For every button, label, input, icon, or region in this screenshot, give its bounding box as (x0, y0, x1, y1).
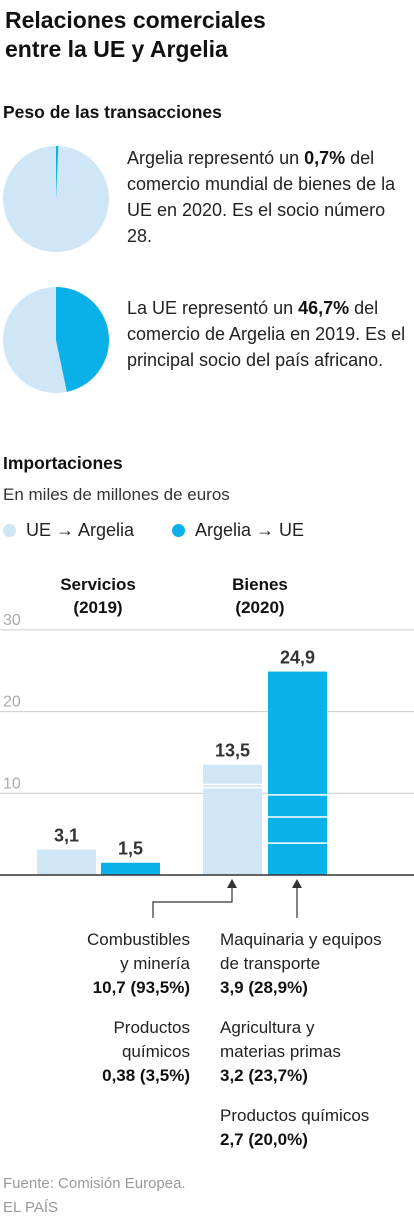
data-label-bienes-argelia-ue: 24,9 (280, 648, 315, 668)
footer: Fuente: Comisión Europea. EL PAÍS (3, 1172, 186, 1220)
data-label-servicios-argelia-ue: 1,5 (118, 839, 143, 859)
note-combustibles-line2: y minería (120, 954, 190, 973)
pie1-text-pre: Argelia representó un (127, 148, 305, 168)
pie1-share-slice (56, 146, 59, 199)
note-quimicos-left-value: 0,38 (3,5%) (102, 1066, 190, 1085)
note-maquinaria-line2: de transporte (220, 954, 321, 973)
note-quimicos-right-line1: Productos químicos (220, 1106, 370, 1125)
category-label-servicios: Servicios (2019) (38, 573, 158, 619)
y-tick-label-30: 30 (3, 612, 21, 629)
brand-logo: EL PAÍS (3, 1199, 59, 1216)
legend-label-ue-argelia: UE → Argelia (26, 520, 135, 540)
annotation-arrowhead-right (292, 879, 302, 888)
imports-subtitle: En miles de millones de euros (3, 485, 230, 504)
note-combustibles: Combustibles y minería 10,7 (93,5%) (20, 928, 190, 1000)
y-tick-label-20: 20 (3, 694, 21, 711)
notes-left: Combustibles y minería 10,7 (93,5%) Prod… (20, 928, 190, 1088)
pie2-text-pre: La UE representó un (127, 298, 299, 318)
note-combustibles-value: 10,7 (93,5%) (92, 978, 190, 997)
pie2-text-post: del comercio de Argelia en 2019. Es el p… (127, 298, 406, 370)
legend-swatch-dark (172, 524, 185, 537)
bar-servicios-ue-argelia (37, 849, 96, 875)
pie-chart-1 (3, 146, 109, 252)
category-servicios-line1: Servicios (60, 575, 136, 594)
bar-chart: 10 20 30 3,1 13,5 1,5 24,9 (0, 612, 414, 918)
category-bienes-line1: Bienes (232, 575, 288, 594)
bar-servicios-argelia-ue (101, 862, 160, 875)
legend-label-argelia-ue: Argelia → UE (195, 520, 305, 540)
y-tick-label-10: 10 (3, 775, 21, 792)
category-bienes-line2: (2020) (235, 598, 285, 617)
title-line-2: entre la UE y Argelia (5, 36, 228, 62)
category-label-bienes: Bienes (2020) (200, 573, 320, 619)
pie1-text-post: del comercio mundial de bienes de la UE … (127, 148, 396, 246)
note-quimicos-left-line2: químicos (121, 1042, 190, 1061)
bar-bienes-argelia-ue (268, 671, 327, 875)
pie1-text: Argelia representó un 0,7% del comercio … (127, 145, 412, 249)
note-agricultura-line1: Agricultura y (220, 1018, 315, 1037)
imports-heading: Importaciones (3, 453, 123, 473)
legend-item-argelia-ue: Argelia → UE (172, 520, 304, 541)
source-note: Fuente: Comisión Europea. (3, 1175, 186, 1192)
note-maquinaria-line1: Maquinaria y equipos (220, 930, 382, 949)
pie-chart-2 (3, 287, 109, 393)
note-quimicos-left-line1: Productos (113, 1018, 190, 1037)
pie1-text-bold: 0,7% (304, 148, 346, 168)
pie2-text: La UE representó un 46,7% del comercio d… (127, 295, 412, 373)
note-quimicos-left: Productos químicos 0,38 (3,5%) (20, 1016, 190, 1088)
notes-right: Maquinaria y equipos de transporte 3,9 (… (220, 928, 410, 1152)
chart-title: Relaciones comerciales entre la UE y Arg… (5, 6, 405, 64)
data-label-servicios-ue-argelia: 3,1 (54, 826, 79, 846)
annotation-arrowhead-left (227, 879, 237, 888)
note-agricultura-line2: materias primas (220, 1042, 341, 1061)
category-servicios-line2: (2019) (73, 598, 123, 617)
pie2-share-slice (56, 287, 109, 392)
weight-heading: Peso de las transacciones (3, 102, 222, 122)
title-line-1: Relaciones comerciales (5, 7, 266, 33)
note-quimicos-right-value: 2,7 (20,0%) (220, 1130, 308, 1149)
annotation-line-left (152, 886, 233, 918)
legend-item-ue-argelia: UE → Argelia (3, 520, 134, 541)
note-agricultura-value: 3,2 (23,7%) (220, 1066, 308, 1085)
note-quimicos-right: Productos químicos 2,7 (20,0%) (220, 1104, 410, 1152)
note-maquinaria-value: 3,9 (28,9%) (220, 978, 308, 997)
legend-swatch-light (3, 524, 16, 537)
pie2-text-bold: 46,7% (298, 298, 350, 318)
note-combustibles-line1: Combustibles (87, 930, 190, 949)
note-agricultura: Agricultura y materias primas 3,2 (23,7%… (220, 1016, 410, 1088)
note-maquinaria: Maquinaria y equipos de transporte 3,9 (… (220, 928, 410, 1000)
bar-bienes-ue-argelia (203, 764, 262, 875)
data-label-bienes-ue-argelia: 13,5 (215, 741, 250, 761)
